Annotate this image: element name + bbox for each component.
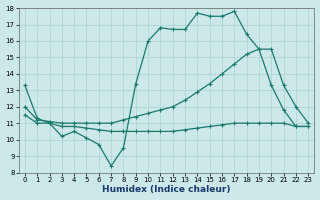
X-axis label: Humidex (Indice chaleur): Humidex (Indice chaleur) xyxy=(102,185,231,194)
